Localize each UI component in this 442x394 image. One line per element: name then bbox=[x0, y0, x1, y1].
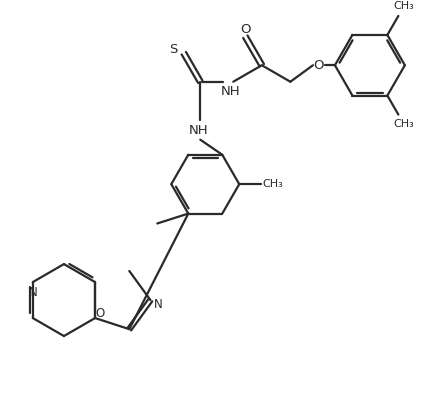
Text: S: S bbox=[170, 43, 178, 56]
Text: CH₃: CH₃ bbox=[393, 2, 414, 11]
Text: N: N bbox=[154, 297, 163, 310]
Text: O: O bbox=[314, 59, 324, 72]
Text: N: N bbox=[28, 286, 37, 299]
Text: NH: NH bbox=[221, 85, 240, 98]
Text: O: O bbox=[95, 307, 105, 320]
Text: CH₃: CH₃ bbox=[393, 119, 414, 129]
Text: CH₃: CH₃ bbox=[263, 179, 284, 189]
Text: NH: NH bbox=[188, 124, 208, 137]
Text: O: O bbox=[240, 23, 251, 36]
